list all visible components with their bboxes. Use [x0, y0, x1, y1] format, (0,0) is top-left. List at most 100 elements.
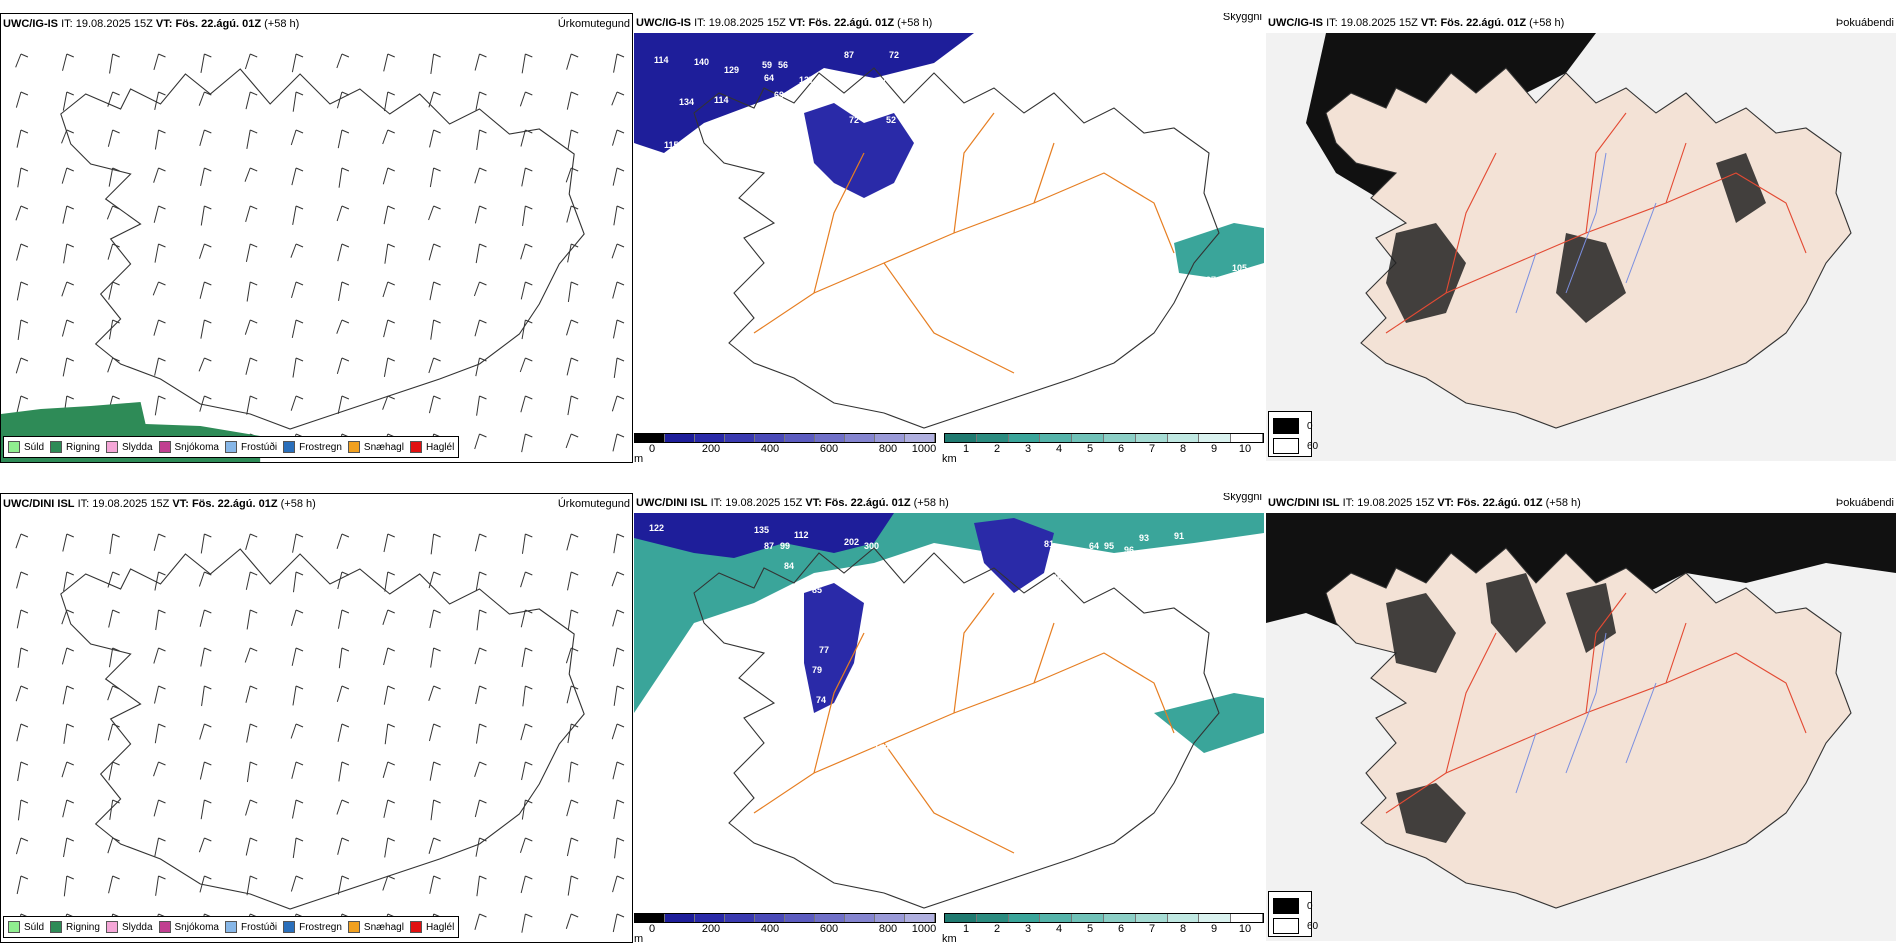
- wind-barb-flag: [570, 799, 579, 804]
- fog-index-panel-2: UWC/DINI ISL IT: 19.08.2025 15Z VT: Fös.…: [1266, 493, 1896, 943]
- tick-label: 9: [1210, 923, 1218, 935]
- wind-barb: [336, 91, 343, 109]
- wind-barb: [566, 357, 572, 376]
- wind-barb-flag: [479, 281, 487, 286]
- wind-barb-flag: [250, 129, 258, 134]
- iceland-outline: [693, 547, 1220, 909]
- wind-barb: [61, 167, 68, 184]
- wind-barb: [292, 571, 297, 593]
- wind-barb: [521, 533, 526, 554]
- wind-barb: [429, 875, 435, 894]
- fog-patches: [1386, 573, 1616, 843]
- wind-barb-flag: [616, 837, 625, 842]
- wind-barb: [336, 685, 343, 702]
- fog-swatch-light: [1273, 438, 1299, 454]
- wind-barb-flag: [204, 53, 212, 58]
- wind-barb-flag: [66, 571, 74, 576]
- wind-barb-flag: [66, 647, 74, 652]
- wind-barb: [292, 837, 297, 859]
- wind-barb-flag: [479, 129, 487, 134]
- wind-barb: [291, 609, 297, 626]
- wind-barb: [199, 723, 205, 740]
- wind-barb: [63, 875, 68, 897]
- wind-barb: [337, 837, 343, 855]
- wind-barb: [336, 53, 343, 69]
- wind-barb: [521, 647, 526, 668]
- cloud-base-unit: m: [634, 933, 644, 943]
- wind-barb: [475, 837, 480, 857]
- wind-barb-flag: [341, 799, 350, 804]
- cloud-base-colorbar: [634, 433, 936, 443]
- wind-barb: [155, 875, 159, 896]
- wind-barb-flag: [20, 609, 29, 614]
- wind-barb: [613, 357, 618, 378]
- wind-barb: [612, 319, 618, 339]
- legend-item-4: Frostúði: [224, 921, 277, 933]
- wind-barb: [200, 799, 205, 820]
- wind-barb: [337, 571, 343, 590]
- visibility-value-label: 300: [864, 541, 879, 551]
- wind-barb: [107, 723, 114, 741]
- fog-swatch-dark: [1273, 418, 1299, 434]
- fog-index-map: [1266, 513, 1896, 941]
- wind-barb-flag: [479, 395, 487, 400]
- visibility-colorbar: [944, 433, 1264, 443]
- wind-barb-flag: [66, 533, 74, 538]
- wind-barb-flag: [204, 647, 212, 652]
- wind-barb: [246, 761, 251, 783]
- wind-barb-flag: [525, 167, 533, 172]
- visibility-value-label: 114: [654, 55, 669, 65]
- fog-legend-row: 60: [1273, 438, 1318, 454]
- wind-barb-flag: [525, 357, 533, 362]
- fog-legend: 0 60: [1268, 411, 1318, 457]
- dark-cloud-area: [804, 518, 1054, 713]
- wind-barb-flag: [387, 647, 395, 652]
- wind-barbs: [15, 533, 625, 935]
- legend-item-2: Slydda: [105, 921, 153, 933]
- tick-label: 1: [962, 443, 970, 455]
- wind-barb-flag: [112, 533, 120, 538]
- visibility-value-label: 93: [1139, 533, 1149, 543]
- wind-barb-flag: [341, 319, 350, 324]
- wind-barb-flag: [616, 609, 625, 614]
- wind-barb-flag: [479, 319, 487, 324]
- wind-barb: [199, 609, 205, 627]
- wind-barb-flag: [616, 571, 625, 576]
- wind-barb: [291, 647, 297, 666]
- wind-barb: [15, 53, 22, 68]
- wind-barb-flag: [66, 129, 74, 134]
- wind-barb: [154, 723, 159, 744]
- wind-barb: [611, 723, 618, 740]
- visibility-value-label: 77: [819, 645, 829, 655]
- wind-barb-flag: [341, 647, 350, 652]
- wind-barb-flag: [387, 799, 395, 804]
- wind-barb: [109, 533, 114, 555]
- legend-swatch: [347, 921, 360, 933]
- wind-barb: [198, 243, 205, 259]
- wind-barb: [430, 799, 435, 821]
- wind-barb-flag: [341, 205, 350, 210]
- wind-barb-flag: [525, 319, 533, 324]
- wind-barb-flag: [616, 319, 625, 324]
- panel-header: UWC/IG-IS IT: 19.08.2025 15Z VT: Fös. 22…: [636, 17, 933, 29]
- wind-barb-flag: [525, 91, 533, 96]
- wind-barb: [16, 129, 22, 148]
- wind-barb-flag: [525, 53, 533, 58]
- wind-barb: [474, 319, 480, 337]
- wind-barb: [565, 167, 572, 183]
- wind-barb: [384, 571, 389, 592]
- wind-barb-flag: [433, 53, 441, 58]
- wind-barb-flag: [616, 685, 625, 690]
- cloud-base-scale: m 0 200 400 600 800 1000: [634, 433, 936, 463]
- wind-barb-flag: [570, 53, 579, 58]
- wind-barb-flag: [204, 167, 212, 172]
- wind-barb-flag: [433, 723, 441, 728]
- tick-label: 800: [878, 443, 898, 455]
- wind-barb: [153, 533, 159, 551]
- legend-swatch: [8, 921, 20, 933]
- wind-barb-flag: [295, 761, 304, 766]
- wind-barb-flag: [204, 723, 212, 728]
- wind-barb-flag: [433, 609, 441, 614]
- wind-barb: [290, 395, 297, 411]
- wind-barb: [382, 875, 389, 891]
